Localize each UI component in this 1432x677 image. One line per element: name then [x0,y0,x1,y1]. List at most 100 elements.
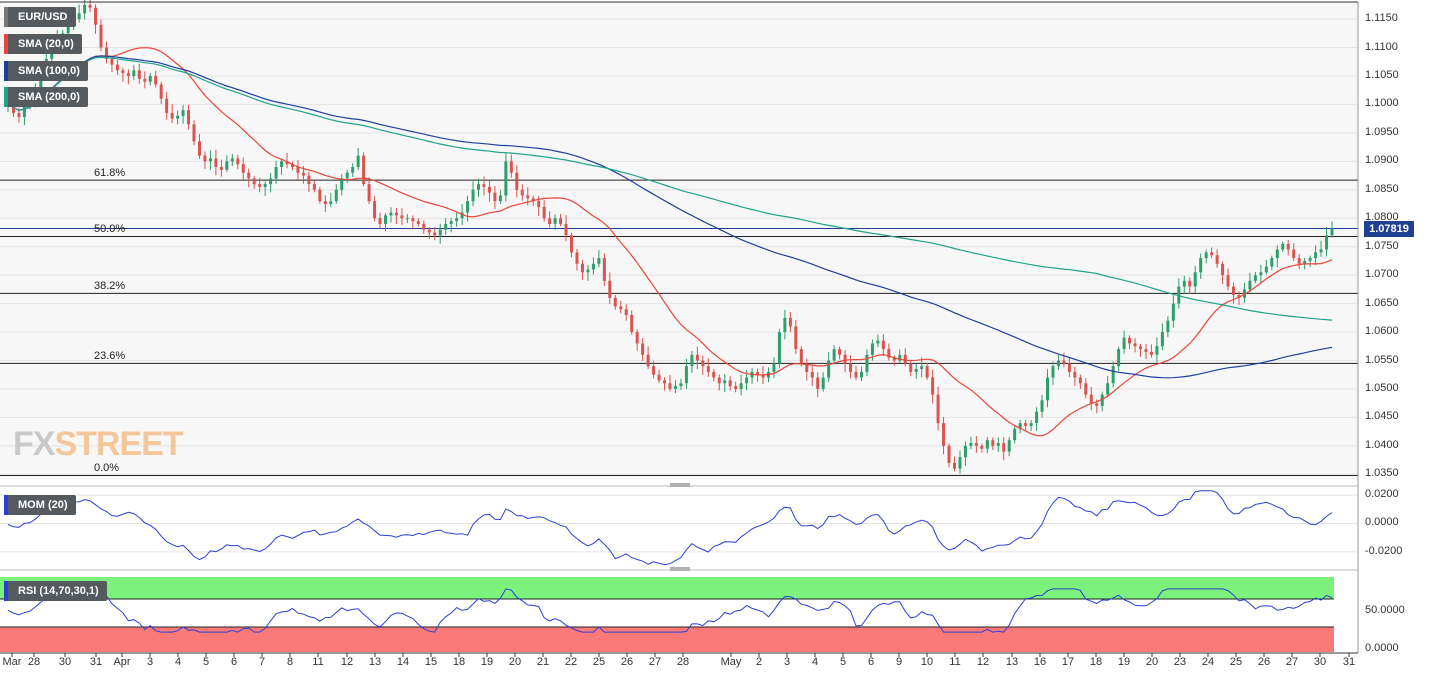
price-panel-bg [0,2,1358,480]
x-tick-label: 16 [1033,656,1047,668]
candle-body [613,297,617,307]
candle-body [832,349,836,361]
candle-body [974,443,978,446]
symbol-label[interactable]: EUR/USD [4,7,76,27]
sma200-label[interactable]: SMA (200,0) [4,87,88,107]
x-tick-label: 27 [1285,656,1299,668]
candle-body [1128,337,1132,344]
mom-panel-bg [0,488,1358,566]
candle-body [542,206,546,219]
candle-body [980,445,984,449]
candle-body [1018,423,1022,429]
candle-body [247,172,251,179]
candle-body [77,13,81,20]
x-tick-label: 3 [146,656,154,668]
candle-body [400,215,404,219]
candle-body [531,198,535,202]
price-tick-label: 1.0400 [1365,438,1399,451]
candle-body [263,184,267,187]
candle-body [1297,258,1301,264]
candle-body [1084,383,1088,395]
candle-body [1155,346,1159,355]
x-tick-label: 18 [1089,656,1103,668]
candle-body [176,115,180,119]
candle-body [564,223,568,236]
candle-body [673,386,677,389]
candle-body [586,269,590,273]
candle-body [701,360,705,367]
candle-body [1133,343,1137,347]
x-tick-label: 31 [1342,656,1356,668]
candle-body [1210,252,1214,256]
x-tick-label: 10 [920,656,934,668]
candle-body [761,374,765,378]
candle-body [427,229,431,233]
sma100-label[interactable]: SMA (100,0) [4,61,88,81]
candle-body [865,354,869,372]
price-tick-label: 1.0650 [1365,296,1399,309]
candle-body [1002,443,1006,452]
candle-body [487,186,491,193]
candle-body [520,189,524,196]
candle-body [991,440,995,446]
candle-body [1308,258,1312,261]
mom-label[interactable]: MOM (20) [4,495,76,515]
rsi-oversold-band [0,627,1334,652]
candle-body [1264,266,1268,273]
candle-body [384,215,388,224]
x-tick-label: 3 [783,656,791,668]
x-tick-label: 6 [230,656,238,668]
candle-body [334,189,338,202]
sma20-line [7,47,1333,437]
candle-body [914,369,918,372]
candle-body [1199,258,1203,273]
candle-body [1139,346,1143,350]
candle-body [416,221,420,224]
candle-body [947,445,951,463]
candle-body [1221,263,1225,276]
candle-body [1259,272,1263,276]
candle-body [690,354,694,367]
rsi-panel [0,575,1358,652]
candle-body [1330,228,1334,236]
sma20-label[interactable]: SMA (20,0) [4,34,82,54]
candle-body [449,221,453,224]
candle-body [1073,371,1077,378]
candle-body [192,124,196,142]
candle-body [756,371,760,375]
candle-body [734,386,738,389]
candle-body [99,24,103,48]
candle-body [1095,403,1099,407]
mom-tick-label: 0.0000 [1365,516,1399,529]
x-tick-label: 2 [755,656,763,668]
candle-body [187,110,191,125]
candle-body [624,309,628,315]
candle-body [225,161,229,170]
candle-body [859,371,863,378]
mom-tick-label: -0.0200 [1365,544,1403,557]
candle-body [394,212,398,216]
candle-body [630,314,634,333]
candle-body [1029,423,1033,426]
candle-body [969,443,973,446]
candle-body [635,332,639,344]
candle-body [1303,260,1307,264]
x-tick-label: 14 [396,656,410,668]
price-tick-label: 1.0950 [1365,125,1399,138]
candle-body [159,84,163,99]
rsi-overbought-band [0,577,1334,599]
fib-label: 0.0% [94,462,120,475]
candle-body [88,4,92,8]
candle-body [1062,360,1066,364]
rsi-line [7,588,1333,633]
candle-body [323,201,327,205]
x-tick-label: 30 [58,656,72,668]
candle-body [329,201,333,205]
x-tick-label: 24 [1201,656,1215,668]
candle-body [137,70,141,79]
x-tick-label: 11 [312,656,324,668]
candle-body [1188,280,1192,287]
candle-body [931,377,935,395]
rsi-label[interactable]: RSI (14,70,30,1) [4,581,107,601]
price-tick-label: 1.0850 [1365,182,1399,195]
